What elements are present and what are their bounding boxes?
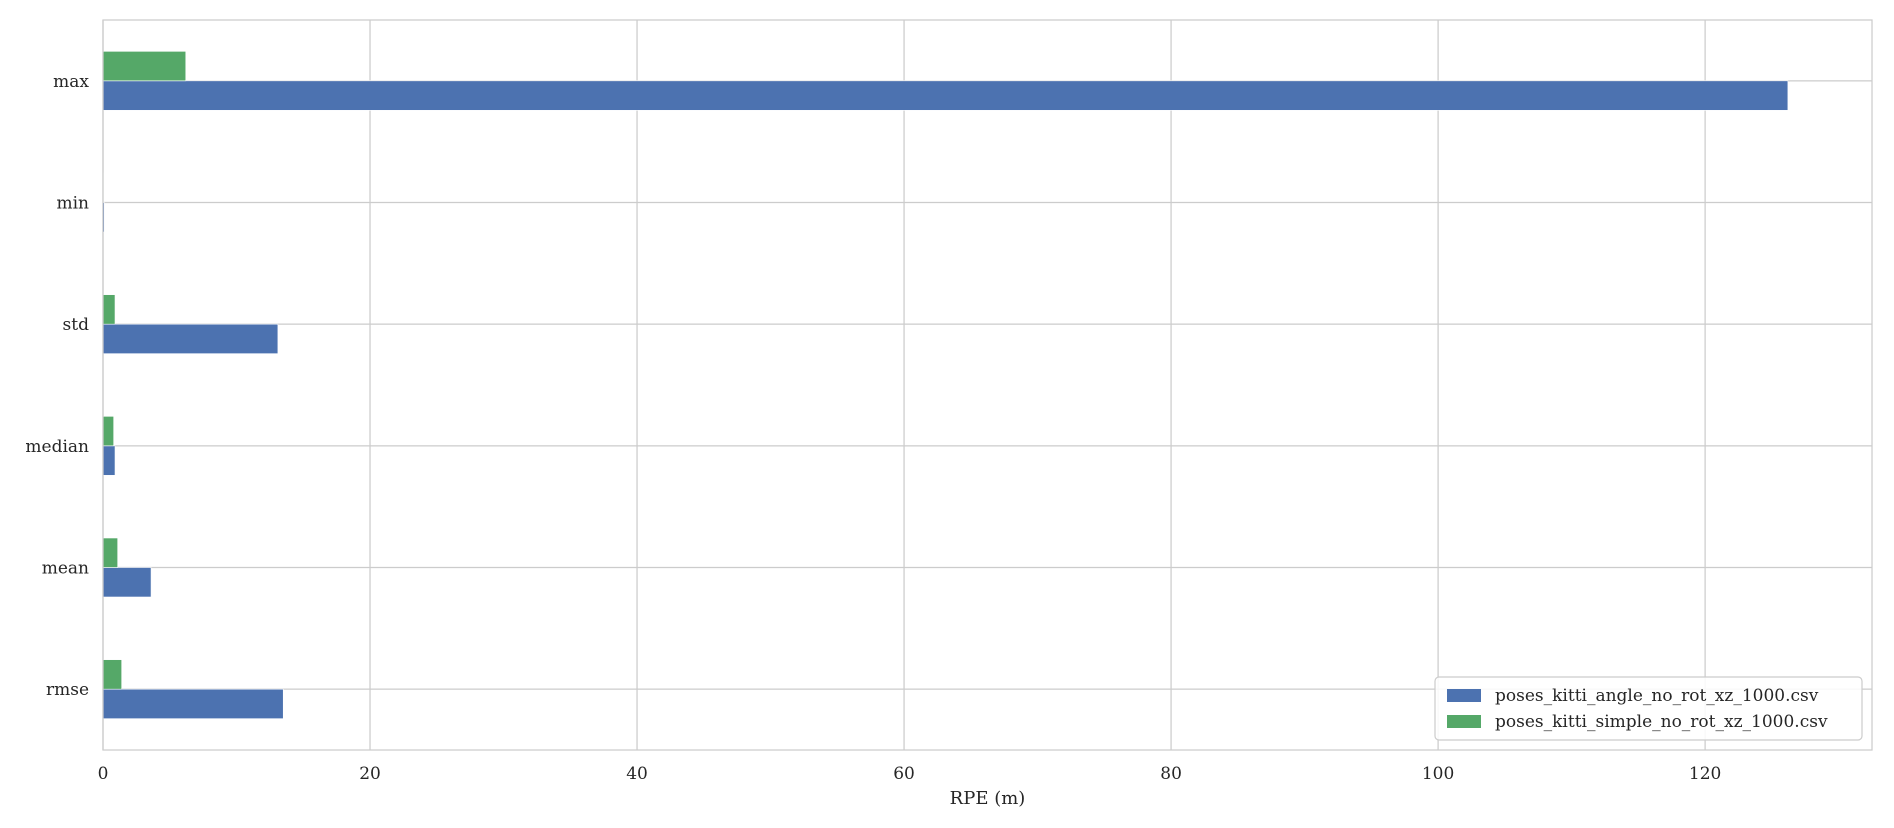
y-tick-label: min [56, 194, 89, 214]
grid [102, 20, 1872, 750]
plot-frame [102, 19, 1873, 751]
y-tick-label: median [25, 437, 89, 457]
x-tick-label: 80 [1160, 764, 1182, 784]
x-tick-label: 100 [1422, 764, 1454, 784]
x-tick-label: 0 [98, 764, 109, 784]
bar [102, 445, 116, 476]
x-tick-label: 20 [359, 764, 381, 784]
x-tick-label: 40 [626, 764, 648, 784]
legend-box [1434, 676, 1863, 741]
bar [102, 537, 118, 568]
x-tick-label: 60 [893, 764, 915, 784]
y-tick-label: mean [42, 559, 89, 579]
y-tick-label: max [53, 72, 89, 92]
legend: poses_kitti_angle_no_rot_xz_1000.csvpose… [1434, 676, 1863, 741]
bars [102, 51, 1789, 719]
x-tick-label: 120 [1689, 764, 1721, 784]
x-axis-ticks: 0 20 40 60 80 100 120 [98, 764, 1722, 784]
y-axis-ticks: rmse mean median std min max [25, 72, 89, 700]
legend-swatch [1447, 715, 1481, 728]
legend-entry-label: poses_kitti_simple_no_rot_xz_1000.csv [1495, 712, 1828, 732]
bar [102, 294, 116, 325]
x-axis-label: RPE (m) [950, 788, 1026, 809]
legend-swatch [1447, 689, 1481, 702]
bar [102, 51, 187, 82]
bar [102, 659, 122, 690]
y-tick-label: rmse [46, 680, 89, 700]
bar [102, 323, 279, 354]
y-tick-label: std [63, 315, 90, 335]
legend-entry-label: poses_kitti_angle_no_rot_xz_1000.csv [1495, 686, 1819, 706]
bar [102, 416, 114, 447]
bar [102, 80, 1789, 111]
bar [102, 688, 284, 719]
bar [102, 567, 152, 598]
